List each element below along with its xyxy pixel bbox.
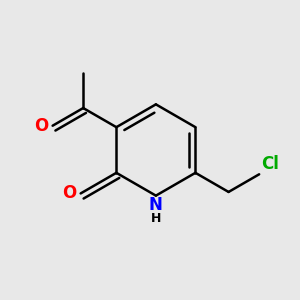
Text: O: O — [62, 184, 76, 202]
Text: H: H — [151, 212, 161, 225]
Text: N: N — [149, 196, 163, 214]
Text: Cl: Cl — [261, 155, 278, 173]
Text: O: O — [34, 117, 49, 135]
